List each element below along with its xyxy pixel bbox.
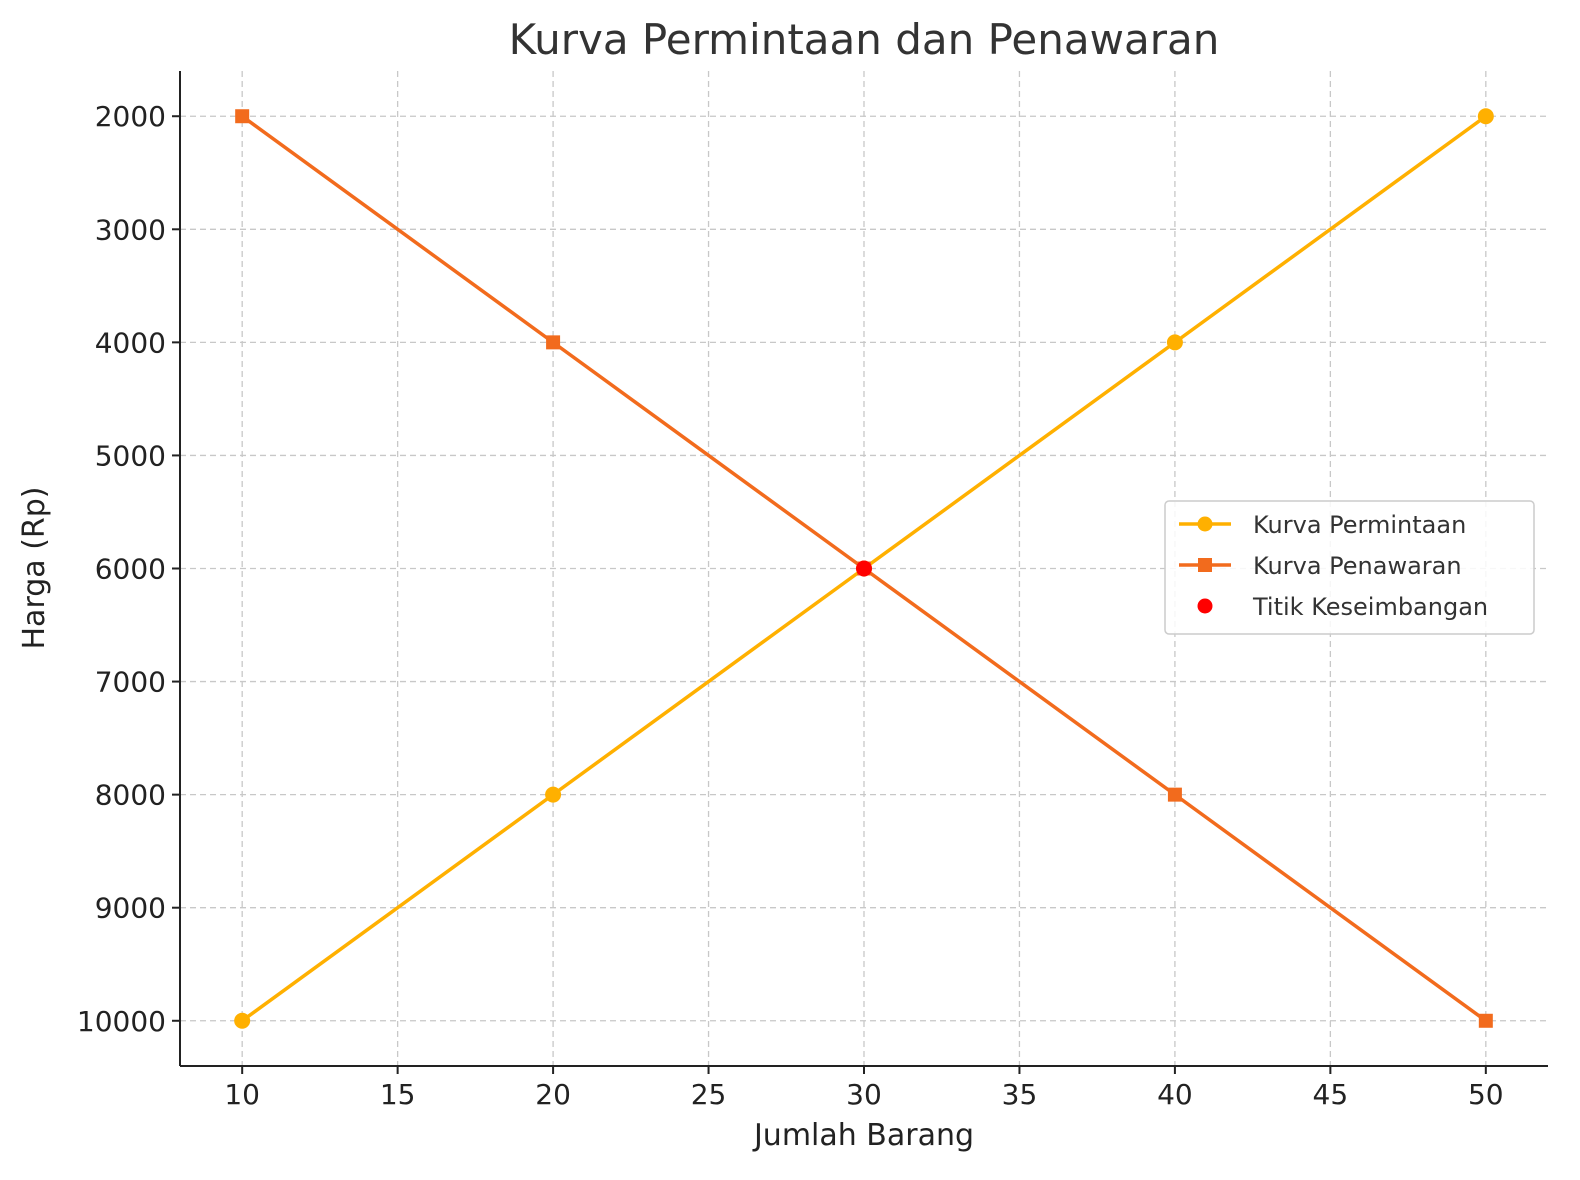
x-axis-label: Jumlah Barang [752,1118,974,1153]
series-titik-keseimbangan [856,560,872,577]
y-tick-label: 10000 [77,1005,166,1038]
data-point [1166,334,1183,351]
legend-box [1164,500,1535,635]
legend-item: Titik Keseimbangan [1197,593,1488,621]
data-point [234,1012,251,1029]
y-tick-label: 2000 [95,100,166,133]
x-tick-label: 50 [1468,1078,1504,1111]
data-point [545,786,562,803]
legend-marker [1197,598,1213,614]
data-point [1167,787,1182,802]
y-tick-label: 8000 [95,779,166,812]
data-point [856,560,872,577]
x-tick-label: 25 [691,1078,727,1111]
legend: Kurva Permintaan Kurva Penawaran Titik Kes… [1164,500,1535,635]
legend-marker [1197,516,1213,532]
data-point [546,335,561,350]
legend-item: Kurva Permintaan [1179,511,1466,539]
x-tick-label: 35 [1002,1078,1038,1111]
y-tick-label: 7000 [95,666,166,699]
data-point [1477,108,1494,125]
x-tick-label: 15 [380,1078,416,1111]
x-tick-label: 10 [224,1078,260,1111]
y-axis-label: Harga (Rp) [17,486,52,649]
x-tick-label: 20 [535,1078,571,1111]
legend-label: Titik Keseimbangan [1252,593,1488,621]
data-point [235,109,250,124]
x-tick-label: 40 [1157,1078,1193,1111]
y-tick-label: 3000 [95,213,166,246]
y-tick-label: 5000 [95,439,166,472]
legend-label: Kurva Permintaan [1253,511,1466,539]
legend-label: Kurva Penawaran [1253,552,1462,580]
legend-item: Kurva Penawaran [1179,552,1462,580]
y-tick-label: 9000 [95,892,166,925]
y-tick-label: 4000 [95,326,166,359]
axes: 10 15 20 25 30 35 40 45 50 2000 3000 4000 5000 6000 70… [77,71,1548,1111]
chart-title: Kurva Permintaan dan Penawaran [509,15,1220,64]
y-tick-label: 6000 [95,553,166,586]
x-tick-label: 30 [846,1078,882,1111]
data-point [1478,1013,1493,1028]
legend-marker [1198,558,1212,572]
x-tick-label: 45 [1313,1078,1349,1111]
plot-area [234,108,1494,1029]
